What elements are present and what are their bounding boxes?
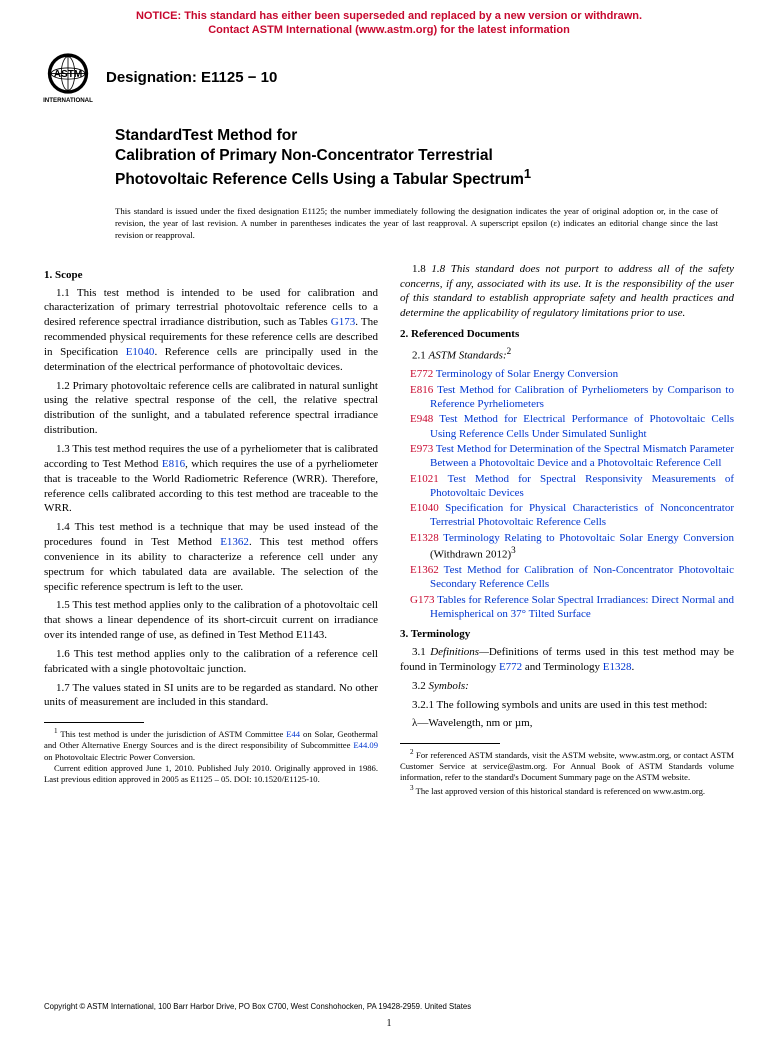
title-line2: Calibration of Primary Non-Concentrator … bbox=[115, 146, 718, 166]
left-column: 1. Scope 1.1 This test method is intende… bbox=[44, 262, 378, 797]
para-2-1: 2.1 ASTM Standards:2 bbox=[400, 345, 734, 364]
ref-item[interactable]: E973 Test Method for Determination of th… bbox=[400, 442, 734, 471]
para-1-8: 1.8 1.8 This standard does not purport t… bbox=[400, 262, 734, 321]
ref-item[interactable]: E1040 Specification for Physical Charact… bbox=[400, 501, 734, 530]
designation: Designation: E1125 − 10 bbox=[106, 69, 277, 86]
svg-text:ASTM: ASTM bbox=[54, 68, 83, 79]
notice-banner: NOTICE: This standard has either been su… bbox=[0, 0, 778, 38]
ref-item[interactable]: E772 Terminology of Solar Energy Convers… bbox=[400, 367, 734, 381]
link-e44[interactable]: E44 bbox=[286, 729, 300, 739]
symbol-lambda: λ—Wavelength, nm or µm, bbox=[400, 716, 734, 731]
issuance-note: This standard is issued under the fixed … bbox=[0, 196, 778, 242]
ref-item[interactable]: E1021 Test Method for Spectral Responsiv… bbox=[400, 472, 734, 501]
para-1-2: 1.2 Primary photovoltaic reference cells… bbox=[44, 379, 378, 438]
svg-text:INTERNATIONAL: INTERNATIONAL bbox=[43, 97, 93, 104]
notice-line2: Contact ASTM International (www.astm.org… bbox=[208, 24, 570, 36]
copyright: Copyright © ASTM International, 100 Barr… bbox=[44, 1002, 471, 1011]
ref-item[interactable]: G173 Tables for Reference Solar Spectral… bbox=[400, 593, 734, 622]
para-1-7: 1.7 The values stated in SI units are to… bbox=[44, 681, 378, 711]
title-line3: Photovoltaic Reference Cells Using a Tab… bbox=[115, 166, 718, 190]
notice-line1: NOTICE: This standard has either been su… bbox=[136, 10, 642, 22]
refdocs-head: 2. Referenced Documents bbox=[400, 327, 734, 342]
terminology-head: 3. Terminology bbox=[400, 627, 734, 642]
footnote-1: 1 This test method is under the jurisdic… bbox=[44, 727, 378, 785]
title-block: StandardTest Method for Calibration of P… bbox=[0, 106, 778, 197]
ref-item[interactable]: E948 Test Method for Electrical Performa… bbox=[400, 412, 734, 441]
para-1-4: 1.4 This test method is a technique that… bbox=[44, 520, 378, 594]
para-1-6: 1.6 This test method applies only to the… bbox=[44, 647, 378, 677]
right-column: 1.8 1.8 This standard does not purport t… bbox=[400, 262, 734, 797]
ref-item[interactable]: E1328 Terminology Relating to Photovolta… bbox=[400, 531, 734, 562]
page-number: 1 bbox=[0, 1018, 778, 1029]
link-g173[interactable]: G173 bbox=[331, 316, 355, 328]
refs-list: E772 Terminology of Solar Energy Convers… bbox=[400, 367, 734, 621]
title-line1: StandardTest Method for bbox=[115, 126, 718, 146]
para-3-2-1: 3.2.1 The following symbols and units ar… bbox=[400, 698, 734, 713]
ref-item[interactable]: E816 Test Method for Calibration of Pyrh… bbox=[400, 383, 734, 412]
scope-head: 1. Scope bbox=[44, 268, 378, 283]
ref-item[interactable]: E1362 Test Method for Calibration of Non… bbox=[400, 563, 734, 592]
para-1-5: 1.5 This test method applies only to the… bbox=[44, 598, 378, 643]
header: ASTM INTERNATIONAL Designation: E1125 − … bbox=[0, 38, 778, 106]
para-1-3: 1.3 This test method requires the use of… bbox=[44, 442, 378, 516]
link-e4409[interactable]: E44.09 bbox=[353, 740, 378, 750]
body-columns: 1. Scope 1.1 This test method is intende… bbox=[0, 242, 778, 797]
link-e1040[interactable]: E1040 bbox=[126, 346, 155, 358]
para-3-2: 3.2 Symbols: bbox=[400, 679, 734, 694]
link-e1328-term[interactable]: E1328 bbox=[603, 661, 632, 673]
link-e1362[interactable]: E1362 bbox=[220, 536, 249, 548]
astm-logo: ASTM INTERNATIONAL bbox=[40, 50, 96, 106]
para-3-1: 3.1 Definitions—Definitions of terms use… bbox=[400, 645, 734, 675]
para-1-1: 1.1 This test method is intended to be u… bbox=[44, 286, 378, 375]
right-footnotes: 2 For referenced ASTM standards, visit t… bbox=[400, 748, 734, 796]
link-e816[interactable]: E816 bbox=[162, 458, 185, 470]
link-e772-term[interactable]: E772 bbox=[499, 661, 522, 673]
